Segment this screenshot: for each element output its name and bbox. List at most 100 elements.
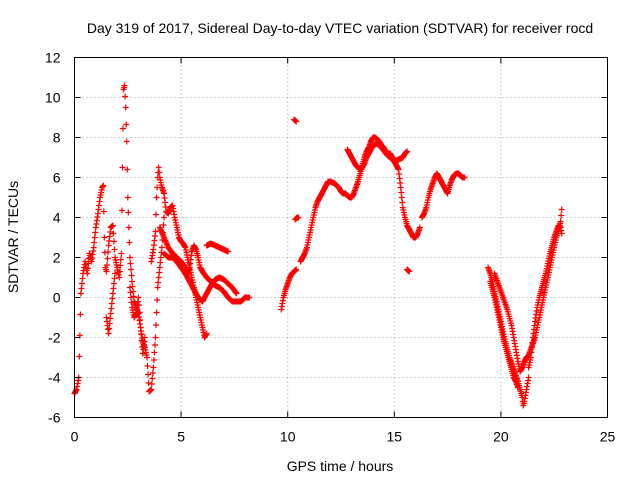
x-tick-label: 10 xyxy=(280,429,296,445)
y-axis-label: SDTVAR / TECUs xyxy=(5,181,21,293)
data-point xyxy=(127,266,134,273)
data-point xyxy=(153,309,160,316)
data-point xyxy=(514,384,521,391)
data-point xyxy=(118,207,125,214)
data-point xyxy=(152,334,159,341)
data-point xyxy=(137,317,144,323)
series-rocd-1 xyxy=(278,116,468,313)
data-point xyxy=(293,118,300,125)
data-point xyxy=(158,244,165,251)
data-point xyxy=(138,331,145,337)
plot-frame xyxy=(74,57,608,418)
data-point xyxy=(233,290,240,297)
data-point xyxy=(127,260,134,267)
data-point xyxy=(148,386,155,393)
data-point xyxy=(105,249,112,255)
data-point xyxy=(148,381,155,387)
data-point xyxy=(103,268,110,275)
data-point xyxy=(136,309,143,316)
data-point xyxy=(117,256,124,263)
data-point xyxy=(118,250,125,257)
data-point xyxy=(123,121,130,128)
y-tick-label: 12 xyxy=(45,50,61,66)
data-point xyxy=(143,354,150,361)
data-point xyxy=(151,342,158,348)
data-point xyxy=(151,349,158,356)
data-point xyxy=(100,208,107,215)
data-point xyxy=(150,364,157,371)
y-tick-label: -2 xyxy=(48,330,61,346)
data-point xyxy=(125,224,132,231)
data-point xyxy=(225,248,232,255)
data-point xyxy=(110,230,117,237)
data-point xyxy=(122,104,129,111)
data-point xyxy=(152,228,159,235)
data-point xyxy=(246,294,253,301)
y-tick-label: 6 xyxy=(53,170,61,186)
data-point xyxy=(120,125,127,132)
data-point xyxy=(77,311,84,318)
data-point xyxy=(295,214,302,221)
data-point xyxy=(558,212,565,219)
data-point xyxy=(461,174,468,181)
y-tick-label: -4 xyxy=(48,370,61,386)
data-point xyxy=(100,182,107,189)
data-point xyxy=(153,211,160,218)
data-point xyxy=(124,194,131,201)
data-point xyxy=(101,234,108,241)
data-point xyxy=(128,272,135,279)
data-point xyxy=(123,138,130,145)
data-point xyxy=(125,209,132,216)
x-tick-labels: 0 5 10 15 20 25 xyxy=(71,429,616,445)
data-point xyxy=(109,222,116,229)
y-tick-labels: -6 -4 -2 0 2 4 6 8 10 12 xyxy=(45,50,61,426)
data-point xyxy=(153,322,160,328)
data-point xyxy=(116,274,123,281)
data-point xyxy=(406,268,413,275)
data-point xyxy=(137,324,144,331)
data-point xyxy=(154,297,161,303)
data-point xyxy=(149,370,156,376)
x-tick-label: 20 xyxy=(493,429,509,445)
data-point xyxy=(116,268,123,275)
data-point xyxy=(149,375,156,382)
data-point xyxy=(111,246,118,253)
series-rocd-2 xyxy=(485,206,565,409)
y-tick-label: 8 xyxy=(53,130,61,146)
data-point xyxy=(153,194,160,201)
chart-title: Day 319 of 2017, Sidereal Day-to-day VTE… xyxy=(87,20,593,36)
data-point xyxy=(404,148,411,155)
x-tick-label: 25 xyxy=(600,429,616,445)
data-point xyxy=(112,270,119,277)
data-point xyxy=(121,82,128,89)
data-point xyxy=(138,337,145,344)
data-point xyxy=(76,353,83,360)
data-points xyxy=(71,82,565,409)
data-point xyxy=(161,214,168,221)
y-tick-label: 10 xyxy=(45,90,61,106)
data-point xyxy=(145,371,152,378)
data-point xyxy=(119,164,126,171)
data-point xyxy=(557,218,564,225)
x-axis-label: GPS time / hours xyxy=(287,458,394,474)
data-point xyxy=(558,206,565,213)
data-point xyxy=(122,93,129,100)
data-point xyxy=(150,357,157,363)
data-point xyxy=(110,238,117,245)
data-point xyxy=(141,334,148,341)
data-point xyxy=(104,255,111,262)
x-tick-label: 5 xyxy=(177,429,185,445)
data-point xyxy=(203,330,210,337)
data-point xyxy=(160,222,167,228)
data-point xyxy=(232,289,239,296)
data-point xyxy=(144,363,151,369)
data-point xyxy=(135,302,142,308)
data-point xyxy=(558,230,565,237)
y-tick-label: 2 xyxy=(53,250,61,266)
x-tick-label: 0 xyxy=(71,429,79,445)
data-point xyxy=(126,239,133,246)
x-tick-label: 15 xyxy=(387,429,403,445)
data-point xyxy=(293,266,300,273)
tick-marks xyxy=(74,57,608,418)
